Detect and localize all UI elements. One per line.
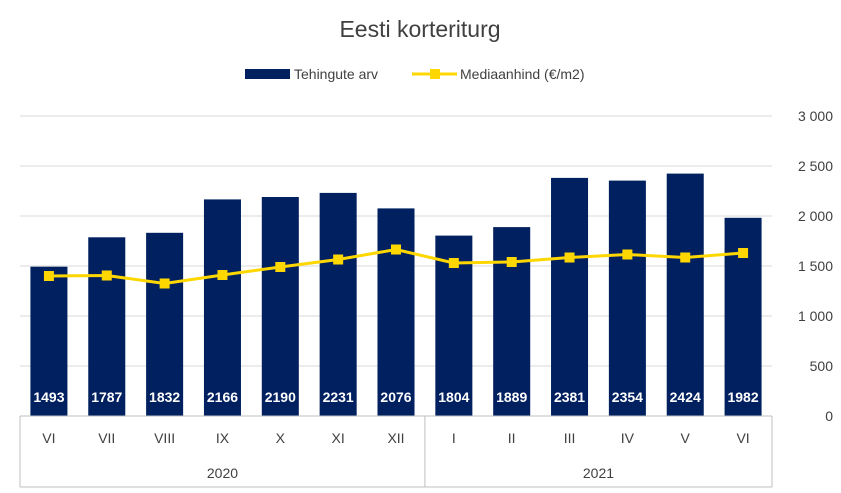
x-tick-label: VI [42, 430, 55, 446]
bar-data-label: 1787 [91, 389, 122, 405]
bar-data-label: 1493 [33, 389, 64, 405]
bar-data-label: 2190 [265, 389, 296, 405]
x-tick-label: IV [621, 430, 635, 446]
legend-line-marker [430, 69, 440, 79]
y-tick-label: 2 000 [798, 208, 833, 224]
legend: Tehingute arv Mediaanhind (€/m2) [245, 66, 585, 82]
x-tick-label: VIII [154, 430, 175, 446]
median-price-point [680, 252, 691, 263]
x-tick-label: XI [332, 430, 345, 446]
x-tick-label: IX [216, 430, 230, 446]
y-tick-label: 1 000 [798, 308, 833, 324]
y-tick-label: 0 [825, 408, 833, 424]
x-tick-label: X [276, 430, 286, 446]
legend-bar-label: Tehingute arv [294, 66, 378, 82]
median-price-point [738, 248, 749, 258]
bar-data-label: 2076 [380, 389, 411, 405]
x-tick-label: II [508, 430, 516, 446]
median-price-point [101, 270, 112, 281]
median-price-point [448, 258, 459, 268]
bar-data-label: 2381 [554, 389, 585, 405]
y-tick-label: 1 500 [798, 258, 833, 274]
x-tick-label: V [681, 430, 691, 446]
median-price-point [333, 254, 344, 265]
median-price-point [564, 252, 575, 263]
bar-data-label: 2166 [207, 389, 238, 405]
bar [203, 199, 241, 416]
bar-data-label: 2424 [670, 389, 701, 405]
bar [608, 180, 646, 416]
bar [261, 197, 299, 416]
median-price-point [622, 249, 633, 260]
bar-data-label: 2354 [612, 389, 643, 405]
x-tick-label: XII [387, 430, 404, 446]
bar [724, 217, 762, 416]
bar [377, 208, 415, 416]
bar [88, 237, 126, 416]
y-tick-label: 500 [810, 358, 834, 374]
bar-data-label: 2231 [323, 389, 354, 405]
y-tick-label: 2 500 [798, 158, 833, 174]
median-price-point [275, 262, 286, 272]
bar-data-label: 1889 [496, 389, 527, 405]
data-labels: 1493 1787 1832 2166 2190 2231 2076 1804 1889 2381… [33, 389, 759, 405]
legend-line-label: Mediaanhind (€/m2) [460, 66, 585, 82]
median-price-point [217, 270, 228, 280]
bar-data-label: 1982 [727, 389, 758, 405]
median-price-line [43, 244, 749, 289]
chart-title: Eesti korteriturg [339, 16, 500, 42]
bar [551, 177, 589, 416]
bar [666, 173, 704, 416]
bar [493, 227, 531, 416]
median-price-point [391, 244, 401, 255]
x-group-label: 2020 [207, 465, 238, 481]
bar-data-label: 1832 [149, 389, 180, 405]
x-group-label: 2021 [583, 465, 614, 481]
y-tick-label: 3 000 [798, 108, 833, 124]
x-tick-label: VI [736, 430, 749, 446]
x-tick-label: I [452, 430, 456, 446]
bar-data-label: 1804 [438, 389, 469, 405]
bar [146, 232, 184, 416]
median-price-point [43, 271, 54, 281]
x-tick-label: VII [98, 430, 115, 446]
y-axis: 0 500 1 000 1 500 2 000 2 500 3 000 [798, 108, 833, 424]
median-price-point [159, 278, 170, 289]
bar [30, 266, 68, 416]
x-tick-label: III [564, 430, 576, 446]
bar [319, 192, 357, 416]
legend-bar-swatch [245, 69, 290, 79]
bars [30, 173, 762, 416]
median-price-point [506, 257, 517, 267]
